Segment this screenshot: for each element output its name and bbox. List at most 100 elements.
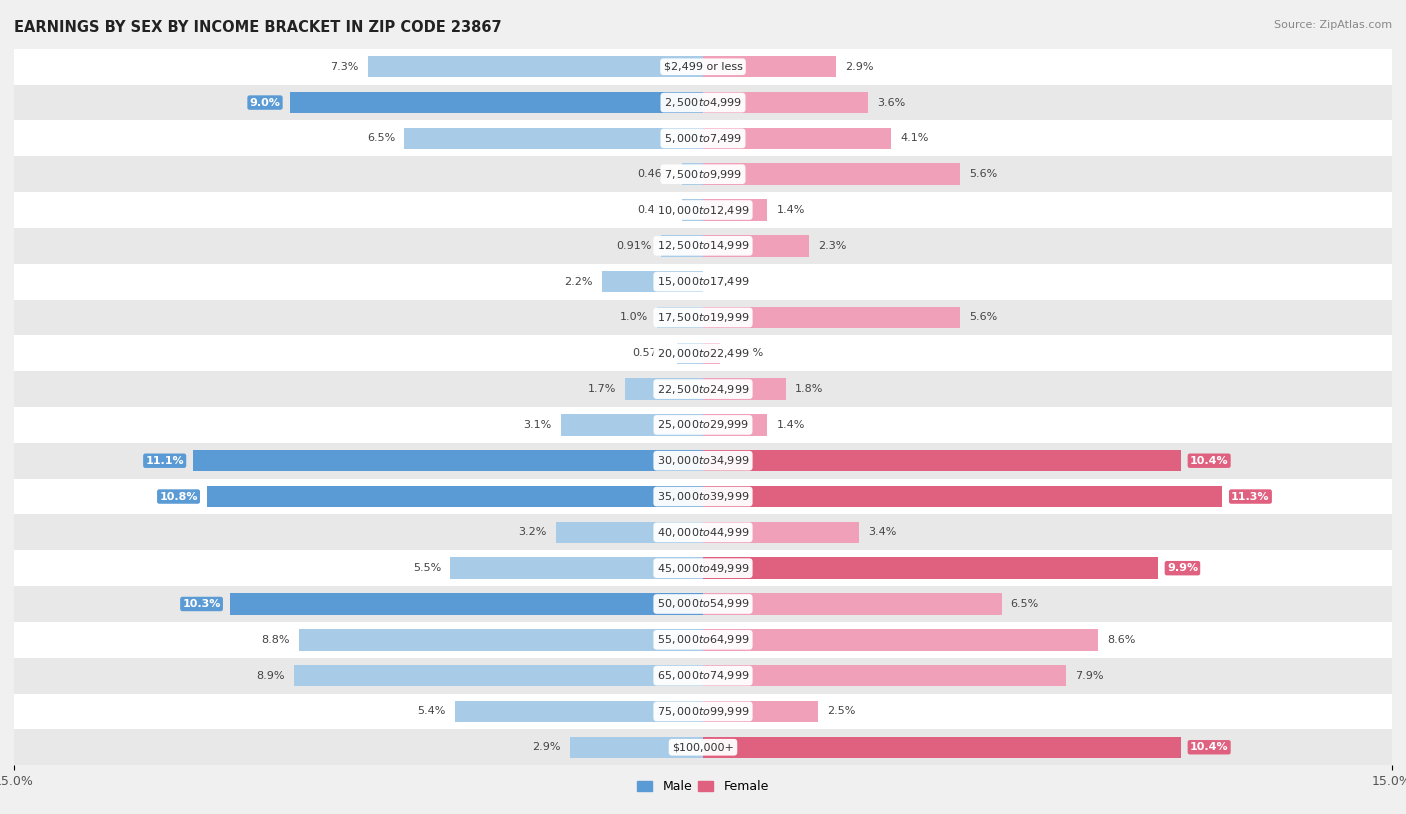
Bar <box>624 379 703 400</box>
Bar <box>703 737 1181 758</box>
Text: $25,000 to $29,999: $25,000 to $29,999 <box>657 418 749 431</box>
Text: $22,500 to $24,999: $22,500 to $24,999 <box>657 383 749 396</box>
Text: 5.6%: 5.6% <box>969 313 998 322</box>
Bar <box>703 235 808 256</box>
Text: 1.4%: 1.4% <box>776 205 804 215</box>
Text: 7.3%: 7.3% <box>330 62 359 72</box>
Text: 4.1%: 4.1% <box>900 133 929 143</box>
Bar <box>682 199 703 221</box>
Bar <box>14 586 1392 622</box>
Text: 1.8%: 1.8% <box>794 384 824 394</box>
Bar <box>657 307 703 328</box>
Text: $100,000+: $100,000+ <box>672 742 734 752</box>
Bar <box>368 56 703 77</box>
Text: $12,500 to $14,999: $12,500 to $14,999 <box>657 239 749 252</box>
Text: 0.0%: 0.0% <box>713 277 741 287</box>
Bar <box>193 450 703 471</box>
Text: 10.8%: 10.8% <box>159 492 198 501</box>
Bar <box>602 271 703 292</box>
Bar <box>299 629 703 650</box>
Text: $50,000 to $54,999: $50,000 to $54,999 <box>657 597 749 610</box>
Text: 1.4%: 1.4% <box>776 420 804 430</box>
Bar <box>555 522 703 543</box>
Text: $15,000 to $17,499: $15,000 to $17,499 <box>657 275 749 288</box>
Bar <box>561 414 703 435</box>
Text: 6.5%: 6.5% <box>1011 599 1039 609</box>
Bar <box>14 228 1392 264</box>
Bar <box>703 450 1181 471</box>
Text: $17,500 to $19,999: $17,500 to $19,999 <box>657 311 749 324</box>
Bar <box>14 335 1392 371</box>
Bar <box>703 701 818 722</box>
Bar <box>405 128 703 149</box>
Text: $35,000 to $39,999: $35,000 to $39,999 <box>657 490 749 503</box>
Text: 8.6%: 8.6% <box>1107 635 1136 645</box>
Bar <box>703 665 1066 686</box>
Bar <box>14 192 1392 228</box>
Text: $5,000 to $7,499: $5,000 to $7,499 <box>664 132 742 145</box>
Text: 5.6%: 5.6% <box>969 169 998 179</box>
Bar <box>207 486 703 507</box>
Bar <box>703 128 891 149</box>
Text: 7.9%: 7.9% <box>1076 671 1104 681</box>
Bar <box>450 558 703 579</box>
Bar <box>14 550 1392 586</box>
Text: 9.0%: 9.0% <box>250 98 280 107</box>
Text: 8.8%: 8.8% <box>262 635 290 645</box>
Text: 1.0%: 1.0% <box>620 313 648 322</box>
Text: $2,500 to $4,999: $2,500 to $4,999 <box>664 96 742 109</box>
Bar <box>14 120 1392 156</box>
Text: $55,000 to $64,999: $55,000 to $64,999 <box>657 633 749 646</box>
Text: 2.5%: 2.5% <box>827 707 855 716</box>
Text: 10.3%: 10.3% <box>183 599 221 609</box>
Bar <box>703 164 960 185</box>
Bar <box>14 514 1392 550</box>
Text: $45,000 to $49,999: $45,000 to $49,999 <box>657 562 749 575</box>
Bar <box>14 407 1392 443</box>
Bar <box>703 199 768 221</box>
Text: 6.5%: 6.5% <box>367 133 395 143</box>
Bar <box>682 164 703 185</box>
Bar <box>14 729 1392 765</box>
Bar <box>703 343 720 364</box>
Text: 9.9%: 9.9% <box>1167 563 1198 573</box>
Text: $40,000 to $44,999: $40,000 to $44,999 <box>657 526 749 539</box>
Bar <box>703 307 960 328</box>
Bar <box>14 479 1392 514</box>
Bar <box>569 737 703 758</box>
Text: 1.7%: 1.7% <box>588 384 616 394</box>
Text: 0.46%: 0.46% <box>637 205 672 215</box>
Bar <box>703 629 1098 650</box>
Bar <box>14 49 1392 85</box>
Bar <box>14 371 1392 407</box>
Text: 2.2%: 2.2% <box>564 277 593 287</box>
Text: 10.4%: 10.4% <box>1189 742 1229 752</box>
Bar <box>661 235 703 256</box>
Bar <box>14 85 1392 120</box>
Bar <box>14 443 1392 479</box>
Text: EARNINGS BY SEX BY INCOME BRACKET IN ZIP CODE 23867: EARNINGS BY SEX BY INCOME BRACKET IN ZIP… <box>14 20 502 35</box>
Text: $20,000 to $22,499: $20,000 to $22,499 <box>657 347 749 360</box>
Text: $65,000 to $74,999: $65,000 to $74,999 <box>657 669 749 682</box>
Bar <box>703 414 768 435</box>
Text: 2.9%: 2.9% <box>845 62 875 72</box>
Bar <box>14 264 1392 300</box>
Text: $75,000 to $99,999: $75,000 to $99,999 <box>657 705 749 718</box>
Legend: Male, Female: Male, Female <box>633 775 773 799</box>
Bar <box>14 694 1392 729</box>
Bar <box>703 522 859 543</box>
Text: 8.9%: 8.9% <box>256 671 285 681</box>
Bar <box>703 379 786 400</box>
Bar <box>294 665 703 686</box>
Bar <box>456 701 703 722</box>
Text: $2,499 or less: $2,499 or less <box>664 62 742 72</box>
Bar <box>703 56 837 77</box>
Bar <box>231 593 703 615</box>
Text: $30,000 to $34,999: $30,000 to $34,999 <box>657 454 749 467</box>
Bar <box>290 92 703 113</box>
Text: 2.3%: 2.3% <box>818 241 846 251</box>
Bar <box>14 300 1392 335</box>
Text: 3.2%: 3.2% <box>519 527 547 537</box>
Text: 5.4%: 5.4% <box>418 707 446 716</box>
Bar <box>703 92 869 113</box>
